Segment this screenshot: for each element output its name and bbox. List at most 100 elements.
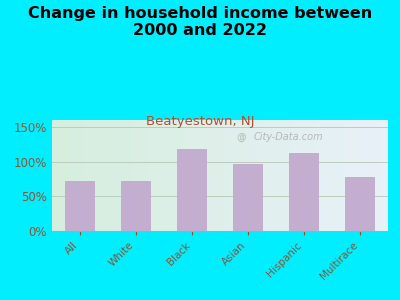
Bar bbox=[290, 120, 294, 231]
Bar bbox=[59, 120, 62, 231]
Bar bbox=[290, 153, 318, 231]
Bar bbox=[178, 149, 206, 231]
Bar bbox=[217, 120, 220, 231]
Bar bbox=[240, 120, 244, 231]
Bar bbox=[106, 120, 109, 231]
Bar bbox=[146, 120, 150, 231]
Bar bbox=[237, 120, 240, 231]
Bar bbox=[230, 120, 234, 231]
Bar bbox=[247, 120, 250, 231]
Bar bbox=[307, 120, 311, 231]
Bar bbox=[234, 164, 262, 231]
Bar bbox=[277, 120, 280, 231]
Bar bbox=[244, 120, 247, 231]
Bar bbox=[143, 120, 146, 231]
Bar bbox=[116, 120, 119, 231]
Bar bbox=[200, 120, 203, 231]
Bar bbox=[270, 120, 274, 231]
Bar bbox=[227, 120, 230, 231]
Bar bbox=[190, 120, 193, 231]
Bar bbox=[385, 120, 388, 231]
Bar bbox=[66, 120, 69, 231]
Bar bbox=[274, 120, 277, 231]
Bar bbox=[338, 120, 341, 231]
Bar bbox=[344, 120, 348, 231]
Bar bbox=[122, 120, 126, 231]
Bar bbox=[176, 120, 180, 231]
Bar bbox=[166, 120, 170, 231]
Bar bbox=[102, 120, 106, 231]
Text: @: @ bbox=[237, 132, 246, 142]
Bar bbox=[358, 120, 361, 231]
Bar bbox=[196, 120, 200, 231]
Bar bbox=[351, 120, 354, 231]
Bar bbox=[180, 120, 183, 231]
Bar bbox=[297, 120, 301, 231]
Bar bbox=[206, 120, 210, 231]
Bar bbox=[150, 120, 153, 231]
Text: Beatyestown, NJ: Beatyestown, NJ bbox=[146, 116, 254, 128]
Text: City-Data.com: City-Data.com bbox=[254, 132, 323, 142]
Bar bbox=[86, 120, 89, 231]
Bar bbox=[153, 120, 156, 231]
Bar bbox=[346, 177, 374, 231]
Bar bbox=[92, 120, 96, 231]
Bar bbox=[374, 120, 378, 231]
Bar bbox=[76, 120, 79, 231]
Bar bbox=[210, 120, 213, 231]
Bar bbox=[66, 181, 94, 231]
Bar bbox=[136, 120, 139, 231]
Bar bbox=[257, 120, 260, 231]
Bar bbox=[264, 120, 267, 231]
Bar bbox=[287, 120, 290, 231]
Bar bbox=[378, 120, 381, 231]
Bar bbox=[129, 120, 133, 231]
Bar bbox=[160, 120, 163, 231]
Bar bbox=[186, 120, 190, 231]
Bar bbox=[69, 120, 72, 231]
Text: Change in household income between
2000 and 2022: Change in household income between 2000 … bbox=[28, 6, 372, 38]
Bar bbox=[364, 120, 368, 231]
Bar bbox=[55, 120, 59, 231]
Bar bbox=[250, 120, 254, 231]
Bar bbox=[96, 120, 99, 231]
Bar bbox=[311, 120, 314, 231]
Bar bbox=[334, 120, 338, 231]
Bar bbox=[193, 120, 196, 231]
Bar bbox=[284, 120, 287, 231]
Bar bbox=[72, 120, 76, 231]
Bar bbox=[371, 120, 374, 231]
Bar bbox=[304, 120, 307, 231]
Bar bbox=[82, 120, 86, 231]
Bar bbox=[112, 120, 116, 231]
Bar bbox=[328, 120, 331, 231]
Bar bbox=[223, 120, 227, 231]
Bar bbox=[331, 120, 334, 231]
Bar bbox=[361, 120, 364, 231]
Bar bbox=[267, 120, 270, 231]
Bar bbox=[109, 120, 112, 231]
Bar bbox=[220, 120, 223, 231]
Bar bbox=[119, 120, 122, 231]
Bar bbox=[139, 120, 143, 231]
Bar bbox=[79, 120, 82, 231]
Bar bbox=[126, 120, 129, 231]
Bar bbox=[318, 120, 321, 231]
Bar bbox=[163, 120, 166, 231]
Bar bbox=[301, 120, 304, 231]
Bar bbox=[341, 120, 344, 231]
Bar bbox=[170, 120, 173, 231]
Bar bbox=[294, 120, 297, 231]
Bar bbox=[213, 120, 217, 231]
Bar bbox=[173, 120, 176, 231]
Bar bbox=[62, 120, 66, 231]
Bar bbox=[52, 120, 55, 231]
Bar bbox=[99, 120, 102, 231]
Bar bbox=[324, 120, 328, 231]
Bar bbox=[254, 120, 257, 231]
Bar bbox=[348, 120, 351, 231]
Bar bbox=[156, 120, 160, 231]
Bar bbox=[368, 120, 371, 231]
Bar bbox=[280, 120, 284, 231]
Bar bbox=[234, 120, 237, 231]
